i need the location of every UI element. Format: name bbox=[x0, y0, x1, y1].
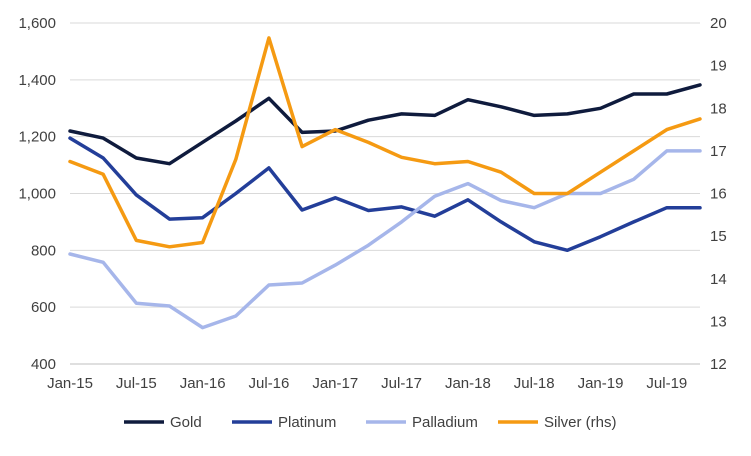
y-right-tick-label: 17 bbox=[710, 143, 727, 160]
x-tick-label: Jul-16 bbox=[249, 375, 290, 392]
legend-label-gold: Gold bbox=[170, 414, 202, 431]
y-left-tick-label: 400 bbox=[31, 356, 56, 373]
x-tick-label: Jul-17 bbox=[381, 375, 422, 392]
y-right-tick-label: 16 bbox=[710, 186, 727, 203]
y-left-tick-label: 1,400 bbox=[18, 72, 56, 89]
y-left-tick-label: 1,000 bbox=[18, 186, 56, 203]
x-tick-label: Jan-19 bbox=[578, 375, 624, 392]
legend-label-palladium: Palladium bbox=[412, 414, 478, 431]
legend-label-platinum: Platinum bbox=[278, 414, 336, 431]
y-left-tick-label: 600 bbox=[31, 299, 56, 316]
y-right-tick-label: 19 bbox=[710, 58, 727, 75]
grid-layer bbox=[70, 22, 700, 365]
x-tick-label: Jul-15 bbox=[116, 375, 157, 392]
y-axis-right: 12 13 14 15 16 17 18 19 20 bbox=[710, 15, 727, 373]
y-right-tick-label: 13 bbox=[710, 313, 727, 330]
x-tick-label: Jan-15 bbox=[47, 375, 93, 392]
series-line-palladium bbox=[68, 149, 702, 330]
legend-label-silver-rhs: Silver (rhs) bbox=[544, 414, 617, 431]
series-layer bbox=[68, 36, 702, 330]
x-tick-label: Jul-18 bbox=[514, 375, 555, 392]
x-axis: Jan-15 Jul-15 Jan-16 Jul-16 Jan-17 Jul-17 Jan-… bbox=[47, 375, 687, 392]
y-right-tick-label: 18 bbox=[710, 100, 727, 117]
series-line-silver-rhs bbox=[68, 36, 702, 249]
y-left-tick-label: 800 bbox=[31, 242, 56, 259]
series-line-platinum bbox=[68, 136, 702, 253]
y-axis-left: 400 600 800 1,000 1,200 1,400 1,600 bbox=[18, 15, 56, 373]
x-tick-label: Jan-17 bbox=[312, 375, 358, 392]
y-right-tick-label: 12 bbox=[710, 356, 727, 373]
legend: Gold Platinum Palladium Silver (rhs) bbox=[124, 414, 617, 431]
x-tick-label: Jan-16 bbox=[180, 375, 226, 392]
y-right-tick-label: 20 bbox=[710, 15, 727, 32]
y-left-tick-label: 1,600 bbox=[18, 15, 56, 32]
x-tick-label: Jul-19 bbox=[646, 375, 687, 392]
series-line-gold bbox=[68, 83, 702, 166]
y-right-tick-label: 14 bbox=[710, 271, 727, 288]
y-right-tick-label: 15 bbox=[710, 228, 727, 245]
x-tick-label: Jan-18 bbox=[445, 375, 491, 392]
y-left-tick-label: 1,200 bbox=[18, 129, 56, 146]
